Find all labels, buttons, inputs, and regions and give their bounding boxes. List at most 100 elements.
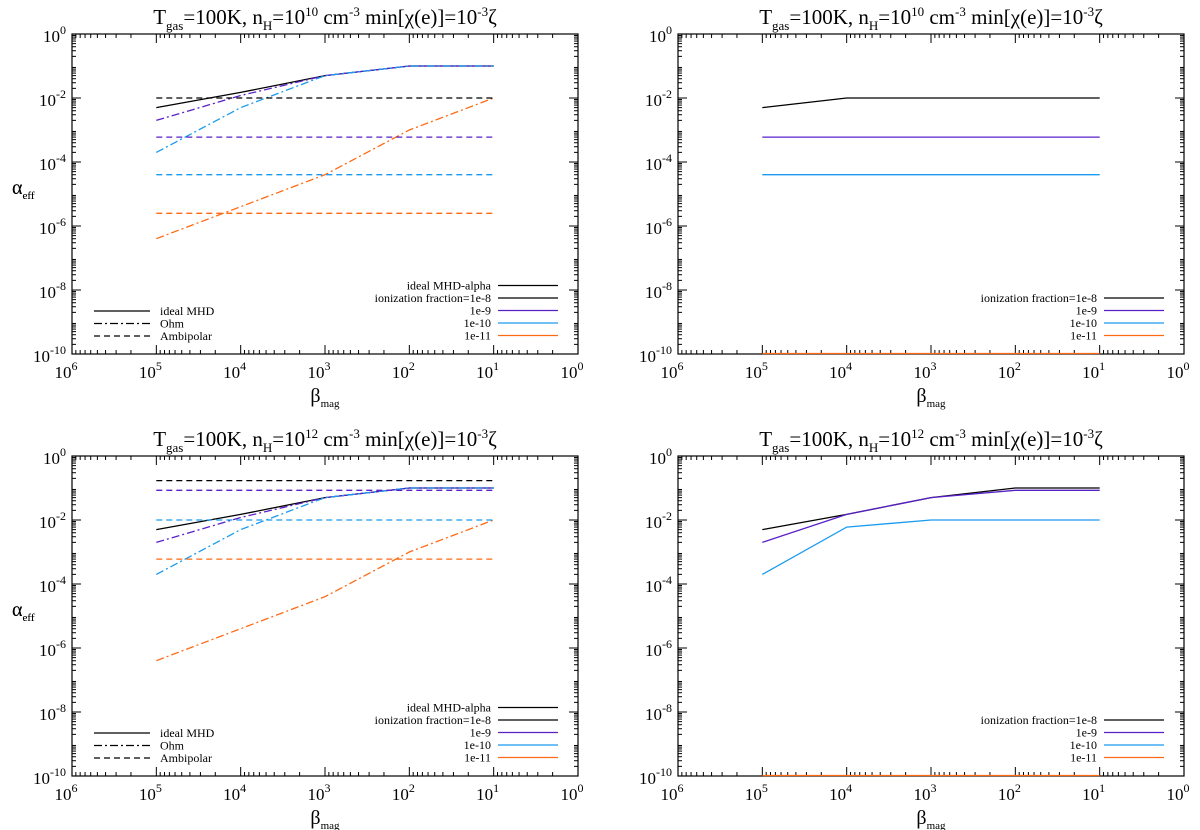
series-line-dashdot — [156, 74, 326, 122]
legend-label: ionization fraction=1e-8 — [981, 291, 1097, 305]
style-legend-label: Ambipolar — [160, 329, 212, 343]
x-tick-label: 101 — [476, 359, 499, 382]
x-axis-label: βmag — [310, 385, 340, 410]
x-tick-label: 103 — [914, 359, 937, 382]
series-line-solid — [324, 65, 494, 77]
x-tick-label: 104 — [223, 781, 246, 804]
x-tick-label: 100 — [561, 781, 584, 804]
y-tick-label: 10-4 — [39, 573, 66, 596]
x-tick-label: 104 — [829, 359, 852, 382]
series-line-dashdot — [156, 496, 326, 544]
legend-label: 1e-9 — [470, 726, 491, 740]
y-axis-label: αeff — [12, 177, 35, 202]
style-legend-label: Ohm — [160, 739, 185, 753]
series-line-dashdot — [155, 65, 494, 153]
chart-title: Tgas=100K, nH=1012 cm-3 min[χ(e)]=10-3ζ — [153, 426, 497, 455]
x-tick-label: 105 — [745, 781, 768, 804]
legend-label: 1e-10 — [1070, 738, 1097, 752]
y-tick-label: 10-6 — [39, 215, 66, 238]
x-axis-label: βmag — [916, 807, 946, 830]
y-tick-label: 100 — [649, 23, 672, 46]
y-tick-label: 100 — [43, 23, 66, 46]
legend-label: 1e-9 — [1076, 304, 1097, 318]
x-tick-label: 102 — [998, 781, 1021, 804]
chart-title: Tgas=100K, nH=1012 cm-3 min[χ(e)]=10-3ζ — [759, 426, 1103, 455]
y-tick-label: 10-10 — [33, 765, 66, 788]
x-tick-label: 106 — [661, 359, 684, 382]
legend-label: ideal MHD-alpha — [407, 701, 492, 715]
style-legend-label: ideal MHD — [160, 304, 215, 318]
y-tick-label: 10-8 — [645, 279, 672, 302]
x-tick-label: 104 — [829, 781, 852, 804]
x-tick-label: 100 — [1167, 781, 1190, 804]
y-tick-label: 10-2 — [39, 87, 66, 110]
style-legend-label: Ambipolar — [160, 751, 212, 765]
legend-label: 1e-10 — [1070, 316, 1097, 330]
series-line-dashdot — [155, 487, 494, 575]
style-legend-label: Ohm — [160, 317, 185, 331]
y-tick-label: 10-2 — [645, 87, 672, 110]
x-tick-label: 106 — [55, 781, 78, 804]
legend-label: 1e-10 — [464, 738, 491, 752]
x-axis-label: βmag — [916, 385, 946, 410]
y-axis-label: αeff — [12, 599, 35, 624]
x-tick-label: 105 — [139, 359, 162, 382]
plot-frame — [677, 455, 1185, 777]
chart-panel-3: 106 105 104 103 102 101 100 10-10 10-8 10-6 10-4 10… — [12, 426, 584, 830]
legend-label: 1e-11 — [1070, 751, 1097, 765]
chart-panel-1: 106 105 104 103 102 101 100 10-10 10-8 10-6 10-4 10… — [12, 4, 584, 410]
x-tick-label: 105 — [745, 359, 768, 382]
x-tick-label: 102 — [998, 359, 1021, 382]
series-line-solid — [324, 487, 494, 499]
legend-label: 1e-10 — [464, 316, 491, 330]
x-tick-label: 102 — [392, 359, 415, 382]
legend-label: ideal MHD-alpha — [407, 279, 492, 293]
y-tick-label: 100 — [43, 445, 66, 468]
series-line-dashdot — [156, 97, 494, 240]
series-line-dashdot — [156, 519, 494, 662]
x-tick-label: 101 — [1082, 781, 1105, 804]
x-tick-label: 102 — [392, 781, 415, 804]
x-tick-label: 103 — [914, 781, 937, 804]
y-tick-label: 10-8 — [39, 701, 66, 724]
plot-frame — [71, 33, 579, 355]
x-tick-label: 100 — [1167, 359, 1190, 382]
x-tick-label: 104 — [223, 359, 246, 382]
chart-panel-4: 106 105 104 103 102 101 100 10-10 10-8 10-6 10-4 10… — [12, 426, 1190, 830]
legend-label: 1e-9 — [470, 304, 491, 318]
legend-label: 1e-11 — [464, 751, 491, 765]
x-tick-label: 101 — [476, 781, 499, 804]
y-tick-label: 10-4 — [39, 151, 66, 174]
series-line-solid — [762, 97, 1100, 109]
x-tick-label: 101 — [1082, 359, 1105, 382]
y-tick-label: 10-4 — [645, 573, 672, 596]
y-tick-label: 10-8 — [645, 701, 672, 724]
series-line-solid — [762, 489, 1100, 544]
x-tick-label: 100 — [561, 359, 584, 382]
legend-label: ionization fraction=1e-8 — [981, 713, 1097, 727]
y-tick-label: 10-8 — [39, 279, 66, 302]
series-line-solid — [156, 65, 494, 109]
series-line-solid — [156, 487, 494, 531]
plot-frame — [677, 33, 1185, 355]
chart-title: Tgas=100K, nH=1010 cm-3 min[χ(e)]=10-3ζ — [759, 4, 1103, 33]
x-tick-label: 106 — [661, 781, 684, 804]
y-tick-label: 10-2 — [39, 509, 66, 532]
y-tick-label: 100 — [649, 445, 672, 468]
y-tick-label: 10-10 — [33, 343, 66, 366]
legend-label: 1e-11 — [1070, 329, 1097, 343]
x-tick-label: 103 — [308, 781, 331, 804]
y-tick-label: 10-10 — [639, 765, 672, 788]
chart-title: Tgas=100K, nH=1010 cm-3 min[χ(e)]=10-3ζ — [153, 4, 497, 33]
series-line-solid — [762, 487, 1100, 531]
legend-label: 1e-11 — [464, 329, 491, 343]
x-tick-label: 103 — [308, 359, 331, 382]
y-tick-label: 10-2 — [645, 509, 672, 532]
y-tick-label: 10-4 — [645, 151, 672, 174]
x-axis-label: βmag — [310, 807, 340, 830]
y-tick-label: 10-6 — [645, 637, 672, 660]
legend-label: ionization fraction=1e-8 — [375, 291, 491, 305]
y-axis-label: αeff — [12, 599, 35, 624]
x-tick-label: 105 — [139, 781, 162, 804]
